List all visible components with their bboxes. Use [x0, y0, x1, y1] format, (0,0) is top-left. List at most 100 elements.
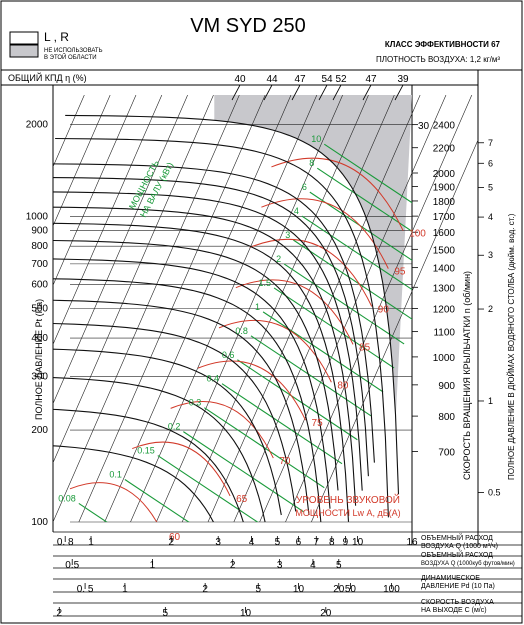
efficiency-tick	[231, 84, 241, 101]
y-tick-label: 200	[31, 425, 48, 436]
rpm-tick-label: 1200	[433, 305, 456, 316]
y-tick-label: 900	[31, 226, 48, 237]
power-value-label: 8	[309, 158, 314, 168]
power-line	[221, 383, 343, 465]
noise-value-label: 95	[394, 267, 406, 278]
system-line	[78, 95, 266, 522]
noise-curve	[170, 401, 274, 459]
efficiency-label: 52	[335, 74, 347, 85]
legend-swatch-curves	[9, 31, 39, 45]
power-line	[250, 335, 372, 417]
hatched-zone-lower	[345, 167, 384, 197]
flow-tick-label: 2	[168, 537, 174, 548]
efficiency-tick	[362, 84, 372, 101]
flow-axis-label-1: ОБЪЕМНЫЙ РАСХОД	[421, 533, 493, 542]
efficiency-label: 47	[365, 74, 377, 85]
flow-tick-label: 5	[275, 537, 281, 548]
rpm-tick-label: 700	[438, 448, 455, 459]
rpm-tick-label: 1500	[433, 245, 456, 256]
bottom-scales: 0. 8 1 2 3 4 5 6 7 8 9 10 160.5 1 2 3 4 50. 5 1 2 5 10 20 50 10…	[53, 531, 522, 619]
cfm-tick-label: 2	[230, 560, 236, 571]
pd-tick-label: 5	[255, 584, 261, 595]
velocity-tick-label: 10	[240, 608, 252, 619]
noise-label-2: МОЩНОСТИ Lw А, дБ(А)	[295, 508, 400, 518]
power-value-label: 6	[302, 182, 307, 192]
noise-value-label: 75	[312, 418, 324, 429]
power-line	[78, 503, 108, 522]
power-line	[124, 479, 190, 522]
rpm-tick-label: 2000	[433, 169, 456, 180]
y-tick-label: 500	[31, 304, 48, 315]
power-line	[157, 455, 259, 522]
legend-hatch-label-2: В ЭТОЙ ОБЛАСТИ	[44, 53, 97, 61]
efficiency-label: 54	[321, 74, 333, 85]
flow-axis-label-2: ВОЗДУХА Q (1000 м³/ч)	[421, 543, 498, 550]
fan-curve-900	[53, 377, 266, 522]
pressure-grid: 2000 1000 900 800 700 600 500 400 300 200 100	[26, 120, 412, 528]
efficiency-tick	[263, 84, 273, 101]
inch-tick-label: 0.5	[488, 487, 501, 497]
system-line	[285, 95, 473, 522]
power-line	[283, 263, 405, 345]
inch-tick-label: 1	[488, 396, 493, 406]
cfm-tick-label: 4	[310, 560, 316, 571]
system-line	[53, 95, 214, 464]
efficiency-class: КЛАСС ЭФФЕКТИВНОСТИ 67	[385, 40, 501, 49]
noise-curve	[69, 482, 158, 522]
flow-tick-label: 8	[329, 537, 335, 548]
system-line	[53, 95, 163, 346]
y-tick-label: 300	[31, 371, 48, 382]
efficiency-tick	[291, 84, 301, 101]
pd-tick-label: 20	[333, 584, 345, 595]
y-axis-label: ПОЛНОЕ ДАВЛЕНИЕ Pt (Па)	[34, 299, 44, 420]
rpm-tick-label: 1900	[433, 183, 456, 194]
fan-curve-1600	[53, 222, 350, 522]
fan-curve-2200	[55, 137, 389, 518]
noise-value-label: 80	[337, 380, 349, 391]
flow-tick-label: 7	[314, 537, 320, 548]
pd-axis-label-2: ДАВЛЕНИЕ Pd (10 Па)	[421, 583, 495, 590]
fan-curve-1400	[53, 258, 331, 509]
inch-tick-label: 7	[488, 138, 493, 148]
fan-curve-1500	[53, 239, 339, 491]
noise-value-label: 70	[279, 456, 291, 467]
fan-curve-1000	[53, 348, 282, 516]
system-line	[53, 95, 240, 522]
noise-value-label: 65	[236, 494, 248, 505]
rpm-tick-label: 900	[438, 381, 455, 392]
velocity-axis-label-2: НА ВЫХОДЕ C (м/с)	[421, 607, 487, 614]
flow-tick-label: 3	[215, 537, 221, 548]
efficiency-label: 40	[234, 74, 246, 85]
efficiency-tick	[318, 84, 328, 101]
power-line	[323, 143, 412, 204]
pd-tick-label: 50	[345, 584, 357, 595]
rpm-axis-label: СКОРОСТЬ ВРАЩЕНИЯ КРЫЛЬЧАТКИ n (об/мин)	[462, 271, 472, 480]
noise-value-label: 85	[359, 342, 371, 353]
efficiency-tick	[394, 84, 404, 101]
system-line	[53, 95, 85, 168]
velocity-axis-label-1: СКОРОСТЬ ВОЗДУХА	[421, 599, 494, 606]
noise-value-label: 100	[409, 229, 426, 240]
velocity-tick-label: 20	[320, 608, 332, 619]
legend-curves-label: L , R	[44, 30, 69, 44]
rpm-tick-label: 1800	[433, 197, 456, 208]
pd-tick-label: 1	[122, 584, 128, 595]
fan-curve-1800	[53, 191, 363, 491]
pd-axis-label-1: ДИНАМИЧЕСКОЕ	[421, 575, 480, 582]
pd-tick-label: 10	[293, 584, 305, 595]
power-value-label: 0.08	[58, 493, 76, 503]
y-tick-label: 2000	[26, 120, 49, 131]
system-line	[259, 95, 447, 522]
fan-curve-1700	[53, 206, 357, 506]
noise-curve	[132, 441, 231, 497]
inch-tick-label: 4	[488, 212, 493, 222]
pd-tick-label: 0. 5	[77, 584, 94, 595]
y-tick-label: 600	[31, 279, 48, 290]
efficiency-tick	[332, 84, 342, 101]
power-value-label: 1	[255, 302, 260, 312]
fan-curve-800	[53, 408, 244, 522]
fan-curve-2000	[53, 163, 375, 463]
air-density: ПЛОТНОСТЬ ВОЗДУХА: 1,2 кг/м³	[376, 55, 500, 64]
legend-swatch-hatch	[9, 44, 39, 58]
